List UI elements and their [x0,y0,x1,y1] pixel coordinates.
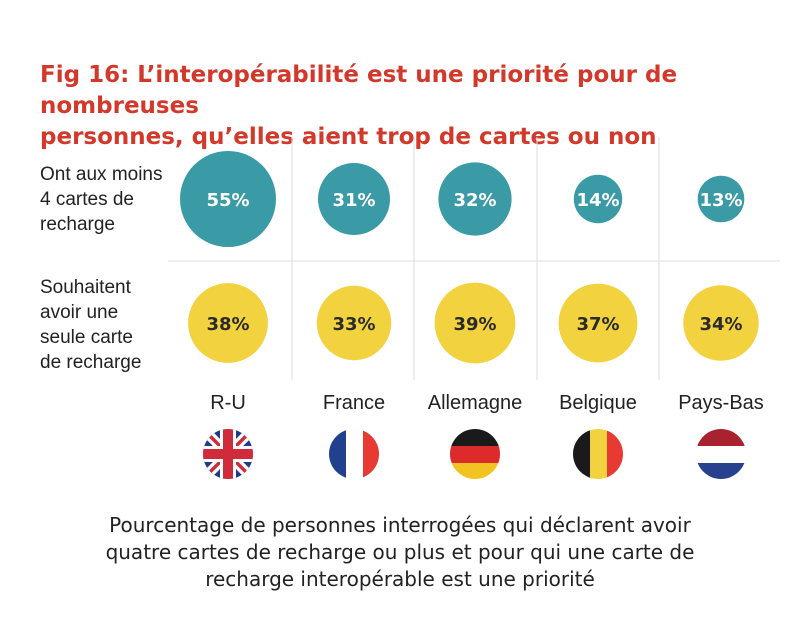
germany-flag-icon [450,429,500,479]
caption-line-3: recharge interopérable est une priorité [205,567,595,591]
row-labels: Ont aux moins 4 cartes de recharge Souha… [40,164,163,373]
caption-line-1: Pourcentage de personnes interrogées qui… [109,513,691,537]
caption-line-2: quatre cartes de recharge ou plus et pou… [105,540,695,564]
grid [168,137,780,380]
bubble-value-label: 31% [332,190,375,211]
row-label-2-line-1: Souhaitent [40,277,132,298]
bubble-cards-allemagne [438,162,512,236]
row-label-1-line-2: 4 cartes de [40,189,134,210]
country-label: Allemagne [428,392,523,414]
country-labels: R-U France Allemagne Belgique Pays-Bas [210,392,764,414]
row-label-2-line-4: de recharge [40,352,141,373]
bubble-value-label: 38% [206,314,249,335]
bubble-value-label: 33% [332,314,375,335]
bubble-value-label: 34% [699,314,742,335]
bubble-cards-france [318,163,390,235]
country-label: R-U [210,392,246,414]
figure-title-line-1: Fig 16: L’interopérabilité est une prior… [40,62,678,119]
country-label: Pays-Bas [678,392,764,414]
row-label-1-line-3: recharge [40,214,115,235]
country-label: Belgique [559,392,637,414]
country-label: France [323,392,385,414]
belgium-flag-icon [573,429,623,479]
bubble-cards-belgique [573,174,623,224]
bubble-cards-r-u [180,151,276,247]
bubbles: 55% 31% 32% 14% 13% 38% 33% 39% 37% 34% [180,151,759,364]
france-flag-icon [329,429,379,479]
bubble-single-card-france [316,285,392,361]
figure-caption: Pourcentage de personnes interrogées qui… [60,512,740,593]
bubble-value-label: 37% [576,314,619,335]
bubble-value-label: 13% [699,190,742,211]
bubble-value-label: 14% [576,190,619,211]
bubble-single-card-pays-bas [683,285,759,361]
bubble-value-label: 32% [453,190,496,211]
bubble-cards-pays-bas [697,175,745,223]
bubble-value-label: 39% [453,314,496,335]
uk-flag-icon [203,429,253,479]
bubble-single-card-r-u [188,283,268,363]
bubble-value-label: 55% [206,190,249,211]
row-label-2-line-2: avoir une [40,302,118,323]
netherlands-flag-icon [696,429,746,479]
row-label-2-line-3: seule carte [40,327,133,348]
figure-title-line-2: personnes, qu’elles aient trop de cartes… [40,124,657,150]
row-label-1-line-1: Ont aux moins [40,164,163,185]
bubble-single-card-allemagne [434,282,516,364]
figure-title: Fig 16: L’interopérabilité est une prior… [40,60,760,153]
bubble-single-card-belgique [558,283,638,363]
